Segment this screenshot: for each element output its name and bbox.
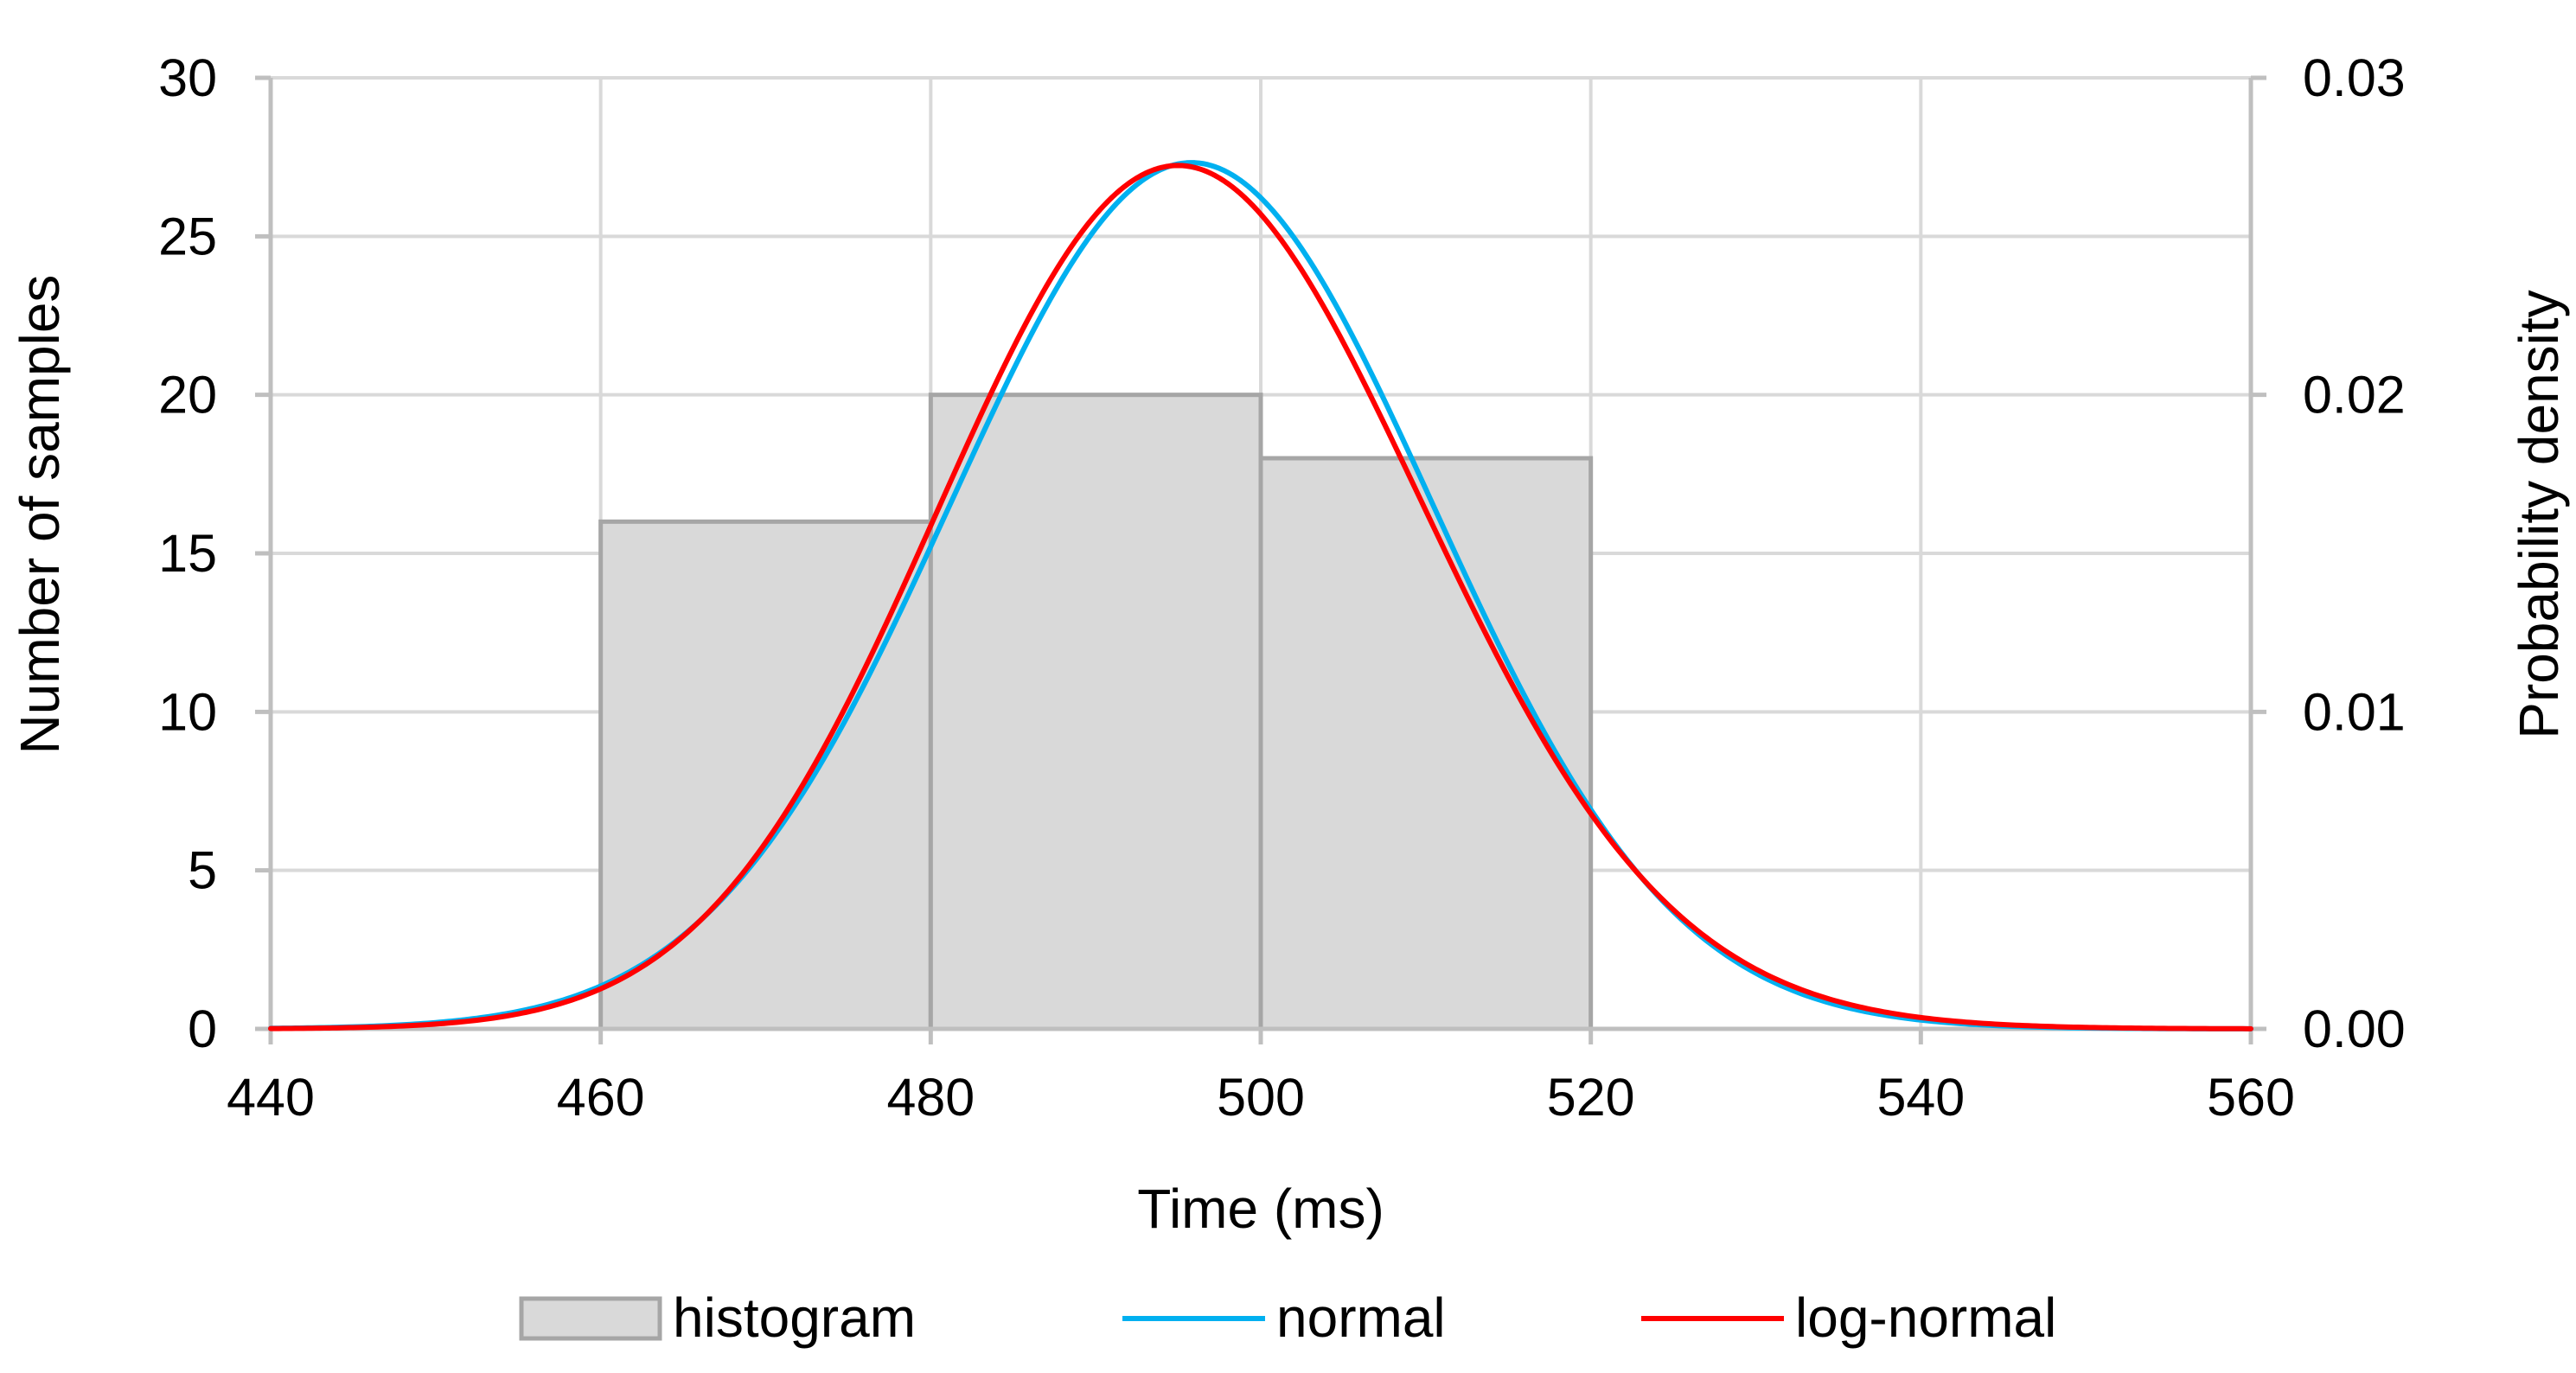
- legend-label-log-normal: log-normal: [1795, 1287, 2056, 1349]
- x-tick-label: 540: [1876, 1068, 1965, 1127]
- x-tick-label: 480: [886, 1068, 975, 1127]
- y2-tick-label: 0.01: [2303, 682, 2406, 741]
- x-tick-label: 500: [1217, 1068, 1305, 1127]
- legend: histogram normal log-normal: [519, 1287, 2056, 1349]
- y2-tick-label: 0.03: [2303, 48, 2406, 107]
- legend-label-histogram: histogram: [673, 1287, 916, 1349]
- x-axis-title: Time (ms): [1137, 1178, 1384, 1240]
- histogram-bar: [928, 393, 1263, 1031]
- y-tick-label: 5: [188, 841, 217, 900]
- x-tick-label: 440: [227, 1068, 315, 1127]
- y-tick-label: 20: [158, 366, 217, 425]
- y-tick-label: 25: [158, 207, 217, 265]
- x-tick-label: 460: [557, 1068, 645, 1127]
- y2-tick-label: 0.00: [2303, 999, 2406, 1058]
- y-tick-label: 0: [188, 999, 217, 1058]
- legend-swatch-histogram: [519, 1296, 662, 1341]
- tick-labels: 0 5 10 15 20 25 30 0.00 0.01 0.02 0.03 440 460 480 500…: [158, 48, 2406, 1127]
- axes: [255, 75, 2266, 1044]
- y-axis-title: Number of samples: [9, 275, 71, 755]
- y-tick-label: 30: [158, 48, 217, 107]
- x-tick-label: 520: [1547, 1068, 1635, 1127]
- y-tick-label: 10: [158, 682, 217, 741]
- density-curves: [268, 160, 2253, 1031]
- histogram-bar: [598, 519, 933, 1031]
- x-tick-label: 560: [2207, 1068, 2295, 1127]
- y2-tick-label: 0.02: [2303, 366, 2406, 425]
- legend-label-normal: normal: [1276, 1287, 1446, 1349]
- log-normal-curve: [268, 163, 2253, 1031]
- y-tick-label: 15: [158, 524, 217, 583]
- histogram-bar: [1258, 456, 1594, 1031]
- y2-axis-title: Probability density: [2508, 290, 2570, 738]
- histogram-bars: [598, 393, 1594, 1031]
